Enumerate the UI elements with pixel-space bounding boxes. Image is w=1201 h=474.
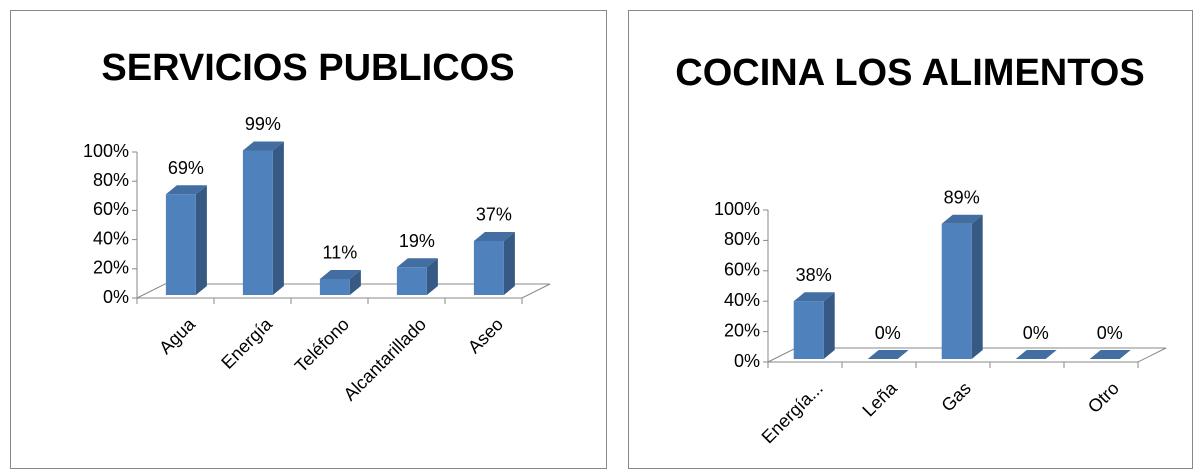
y-tick-label: 60% <box>93 199 129 219</box>
bar-top <box>319 269 361 279</box>
bar-side <box>349 269 361 295</box>
y-tick-label: 40% <box>93 228 129 248</box>
bar-side <box>503 231 515 295</box>
bar-top <box>396 258 438 268</box>
value-label: 0% <box>1097 323 1123 343</box>
value-label: 19% <box>399 231 435 251</box>
bar <box>242 150 273 295</box>
y-tick-label: 80% <box>724 229 760 249</box>
y-tick-label: 100% <box>714 199 760 219</box>
bar-top <box>473 231 515 241</box>
chart: COCINA LOS ALIMENTOS 0% 20% 40% 60% 80% 100% 38… <box>628 10 1193 469</box>
bar-top <box>793 292 835 302</box>
bar-side <box>272 141 284 295</box>
y-tick-label: 0% <box>103 287 129 307</box>
bar-top <box>165 185 207 195</box>
bar <box>793 301 824 359</box>
bar <box>396 267 427 295</box>
floor <box>767 347 1167 363</box>
bar-side <box>971 214 983 359</box>
y-tick-label: 60% <box>724 260 760 280</box>
value-label: 99% <box>245 114 281 134</box>
y-tick-label: 80% <box>93 170 129 190</box>
value-label: 38% <box>796 265 832 285</box>
y-tick-label: 40% <box>724 290 760 310</box>
y-tick-label: 100% <box>83 141 129 161</box>
y-tick-label: 20% <box>724 320 760 340</box>
bar-side <box>426 258 438 295</box>
chart: SERVICIOS PUBLICOS0%20%40%60%80%100%69%A… <box>10 10 607 469</box>
bar-top <box>1089 350 1131 359</box>
bar-top <box>1015 350 1057 359</box>
chart-title: SERVICIOS PUBLICOS <box>101 47 514 89</box>
chart-border <box>628 10 1193 469</box>
bar <box>941 223 972 359</box>
floor <box>136 283 551 299</box>
y-tick-label: 0% <box>734 351 760 371</box>
y-tick-label: 20% <box>93 258 129 278</box>
bar-side <box>823 292 835 359</box>
bar-side <box>195 185 207 295</box>
bar-top <box>242 141 284 151</box>
bar <box>165 194 196 295</box>
value-label: 0% <box>875 323 901 343</box>
value-label: 37% <box>476 205 512 225</box>
chart-title: COCINA LOS ALIMENTOS <box>675 52 1144 94</box>
value-label: 11% <box>323 243 358 263</box>
value-label: 89% <box>944 187 980 207</box>
value-label: 69% <box>168 158 204 178</box>
bar <box>319 278 350 295</box>
bar-top <box>941 214 983 224</box>
bar-top <box>867 350 909 359</box>
value-label: 0% <box>1023 323 1049 343</box>
bar <box>473 240 504 295</box>
